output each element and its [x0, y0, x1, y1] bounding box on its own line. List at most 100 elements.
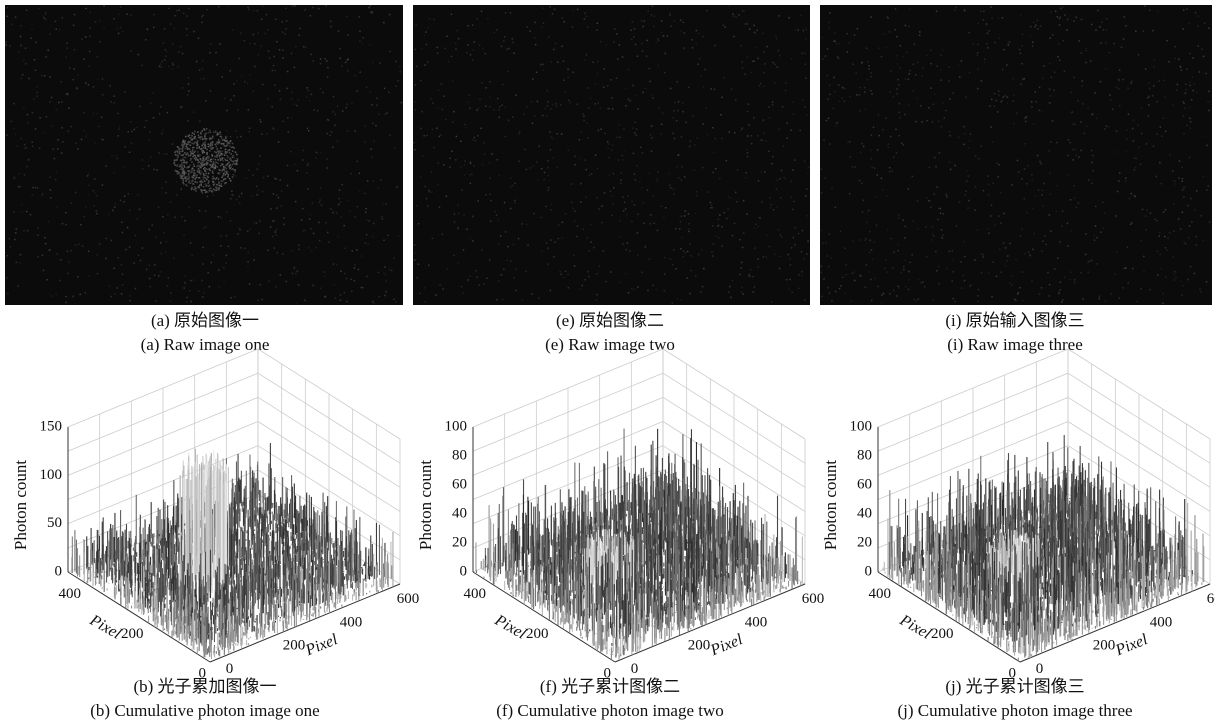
noise-pixel [987, 228, 989, 230]
noise-pixel [45, 12, 47, 14]
noise-pixel [1049, 295, 1051, 297]
noise-pixel [780, 255, 782, 257]
spot-pixel [234, 171, 236, 173]
noise-pixel [443, 95, 445, 97]
noise-pixel [149, 229, 151, 231]
noise-pixel [471, 174, 473, 176]
spot-pixel [220, 147, 222, 149]
spot-pixel [206, 138, 208, 140]
noise-pixel [881, 56, 883, 58]
noise-pixel [186, 35, 188, 37]
noise-pixel [885, 259, 887, 261]
noise-pixel [196, 61, 198, 63]
noise-pixel [362, 287, 364, 289]
noise-pixel [848, 42, 850, 44]
noise-pixel [452, 121, 454, 123]
noise-pixel [747, 111, 749, 113]
noise-pixel [919, 35, 921, 37]
noise-pixel [27, 122, 29, 124]
noise-pixel [1143, 256, 1145, 258]
noise-pixel [885, 47, 887, 49]
noise-pixel [542, 64, 544, 65]
noise-pixel [355, 216, 357, 218]
noise-pixel [66, 42, 68, 44]
noise-pixel [354, 267, 356, 269]
noise-pixel [1133, 120, 1135, 122]
noise-pixel [165, 252, 167, 254]
noise-pixel [650, 134, 652, 136]
noise-pixel [1063, 6, 1065, 8]
noise-pixel [1122, 79, 1124, 81]
noise-pixel [782, 106, 784, 108]
noise-pixel [506, 49, 508, 51]
noise-pixel [982, 256, 984, 258]
noise-pixel [680, 30, 682, 32]
noise-pixel [439, 136, 441, 138]
noise-pixel [1069, 279, 1071, 281]
noise-pixel [172, 143, 174, 145]
noise-pixel [1181, 180, 1183, 182]
noise-pixel [1055, 11, 1057, 13]
noise-pixel [311, 94, 313, 96]
noise-pixel [193, 111, 195, 113]
noise-pixel [205, 226, 207, 228]
noise-pixel [282, 50, 284, 52]
noise-pixel [831, 188, 833, 190]
noise-pixel [489, 106, 491, 108]
noise-pixel [1138, 54, 1140, 56]
spot-pixel [180, 164, 182, 166]
noise-pixel [960, 261, 962, 263]
noise-pixel [1074, 197, 1076, 199]
noise-pixel [223, 267, 225, 269]
noise-pixel [7, 7, 9, 8]
noise-pixel [167, 112, 169, 114]
noise-pixel [85, 292, 87, 294]
noise-pixel [963, 144, 965, 146]
noise-pixel [1018, 292, 1020, 294]
noise-pixel [1205, 135, 1207, 137]
noise-pixel [1095, 225, 1097, 227]
noise-pixel [759, 85, 761, 87]
noise-pixel [118, 13, 120, 15]
noise-pixel [805, 63, 807, 65]
noise-pixel [672, 264, 674, 266]
spot-pixel [183, 145, 185, 147]
noise-pixel [683, 256, 685, 258]
noise-pixel [774, 64, 776, 66]
noise-pixel [741, 128, 743, 130]
spot-pixel [204, 177, 206, 179]
noise-pixel [123, 166, 125, 168]
noise-pixel [347, 70, 349, 72]
noise-pixel [346, 301, 348, 303]
noise-pixel [209, 286, 211, 288]
noise-pixel [428, 190, 430, 192]
noise-pixel [338, 30, 340, 32]
noise-pixel [889, 171, 891, 173]
noise-pixel [1125, 25, 1127, 27]
noise-pixel [276, 41, 278, 43]
noise-pixel [315, 247, 317, 249]
noise-pixel [87, 175, 89, 177]
noise-pixel [479, 284, 481, 286]
spot-pixel [217, 163, 219, 165]
noise-pixel [1140, 288, 1142, 290]
noise-pixel [20, 45, 22, 47]
noise-pixel [1043, 183, 1045, 185]
noise-pixel [181, 106, 183, 108]
noise-pixel [1112, 108, 1114, 110]
noise-pixel [706, 10, 708, 12]
noise-pixel [568, 149, 570, 151]
noise-pixel [941, 237, 943, 239]
noise-pixel [753, 117, 755, 119]
noise-pixel [572, 26, 574, 28]
noise-pixel [825, 242, 827, 244]
noise-pixel [1174, 279, 1176, 281]
noise-pixel [28, 78, 30, 80]
noise-pixel [437, 47, 439, 49]
noise-pixel [270, 208, 272, 210]
spot-pixel [229, 152, 231, 154]
noise-pixel [1189, 118, 1191, 120]
noise-pixel [463, 215, 465, 217]
noise-pixel [285, 28, 287, 30]
noise-pixel [610, 79, 612, 81]
